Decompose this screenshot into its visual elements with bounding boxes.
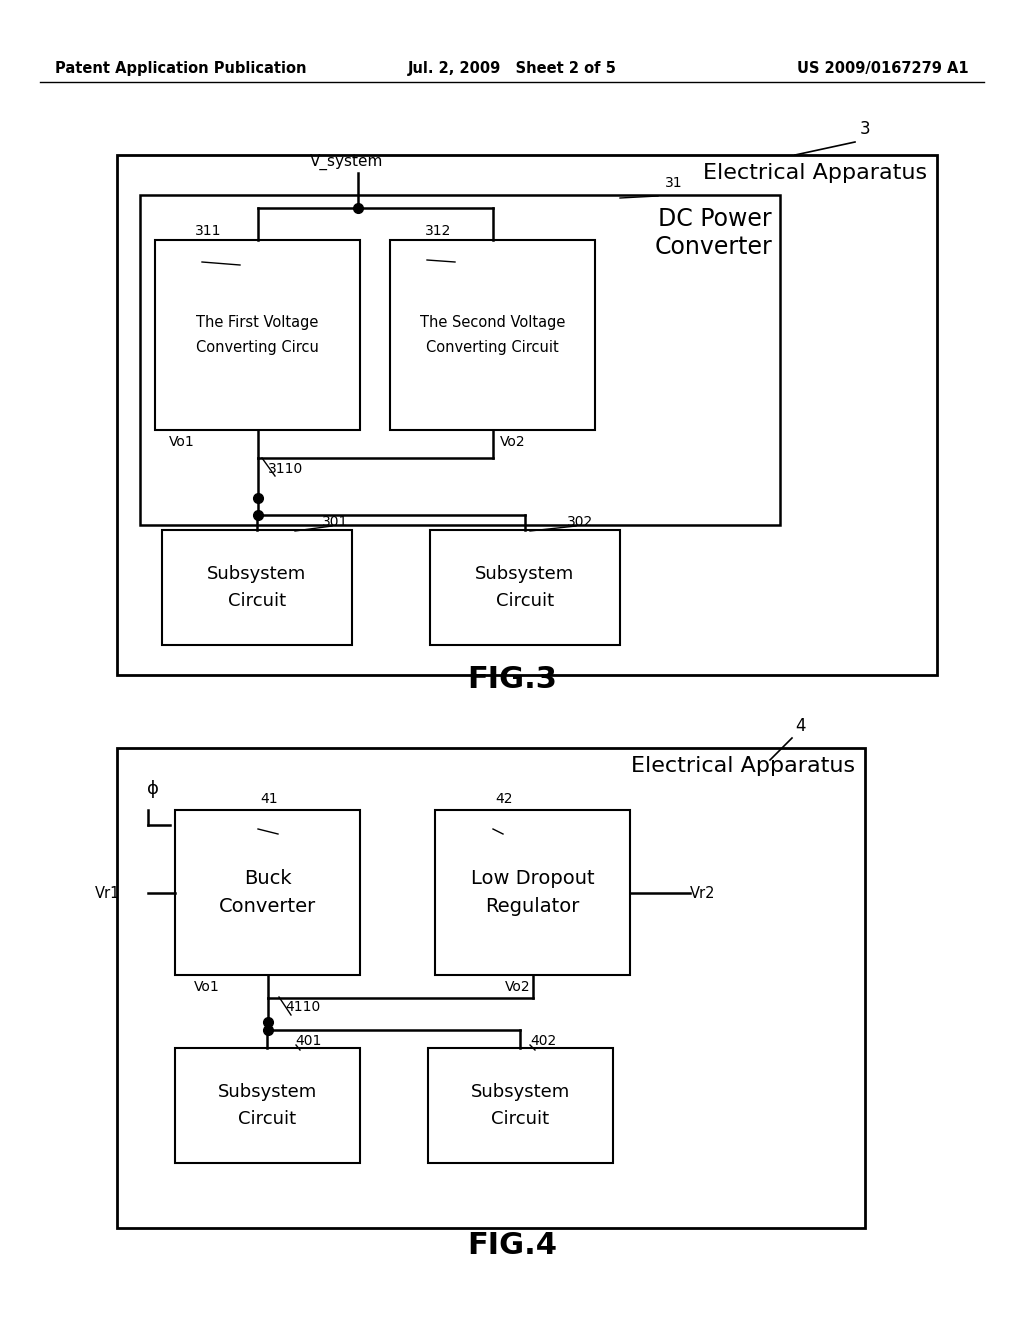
Text: 3110: 3110 [268, 462, 303, 477]
Text: Electrical Apparatus: Electrical Apparatus [631, 756, 855, 776]
Bar [435, 810, 630, 975]
Text: FIG.4: FIG.4 [467, 1230, 557, 1259]
Text: 4110: 4110 [285, 1001, 321, 1014]
Bar [175, 1048, 360, 1163]
Text: FIG.3: FIG.3 [467, 665, 557, 694]
Text: Vo2: Vo2 [505, 979, 530, 994]
Text: Vo2: Vo2 [500, 436, 525, 449]
Text: Vr2: Vr2 [690, 886, 716, 900]
Bar [155, 240, 360, 430]
Text: 401: 401 [295, 1034, 322, 1048]
Bar [175, 810, 360, 975]
Text: Electrical Apparatus: Electrical Apparatus [702, 162, 927, 183]
Text: The Second Voltage
Converting Circuit: The Second Voltage Converting Circuit [420, 315, 565, 355]
Bar [117, 748, 865, 1228]
Text: Jul. 2, 2009   Sheet 2 of 5: Jul. 2, 2009 Sheet 2 of 5 [408, 61, 616, 75]
Text: Vo1: Vo1 [169, 436, 195, 449]
Bar [428, 1048, 613, 1163]
Text: 4: 4 [795, 717, 806, 735]
Text: 301: 301 [322, 515, 348, 529]
Text: Patent Application Publication: Patent Application Publication [55, 61, 306, 75]
Text: Subsystem
Circuit: Subsystem Circuit [218, 1084, 317, 1127]
Text: Vr1: Vr1 [94, 886, 120, 900]
Text: Subsystem
Circuit: Subsystem Circuit [208, 565, 306, 610]
Text: Buck
Converter: Buck Converter [219, 869, 316, 916]
Text: 41: 41 [260, 792, 278, 807]
Text: 31: 31 [665, 176, 683, 190]
Text: Low Dropout
Regulator: Low Dropout Regulator [471, 869, 594, 916]
Bar [117, 154, 937, 675]
Text: 312: 312 [425, 224, 452, 238]
Text: V_system: V_system [310, 154, 383, 170]
Text: 302: 302 [567, 515, 593, 529]
Text: US 2009/0167279 A1: US 2009/0167279 A1 [798, 61, 969, 75]
Text: 402: 402 [530, 1034, 556, 1048]
Bar [140, 195, 780, 525]
Text: Vo1: Vo1 [195, 979, 220, 994]
Text: 311: 311 [195, 224, 221, 238]
Bar [162, 531, 352, 645]
Text: 42: 42 [495, 792, 512, 807]
Text: Subsystem
Circuit: Subsystem Circuit [471, 1084, 570, 1127]
Bar [430, 531, 620, 645]
Bar [390, 240, 595, 430]
Text: DC Power
Converter: DC Power Converter [654, 207, 772, 259]
Text: ϕ: ϕ [147, 780, 159, 799]
Text: Subsystem
Circuit: Subsystem Circuit [475, 565, 574, 610]
Text: 3: 3 [860, 120, 870, 139]
Text: The First Voltage
Converting Circu: The First Voltage Converting Circu [196, 315, 318, 355]
